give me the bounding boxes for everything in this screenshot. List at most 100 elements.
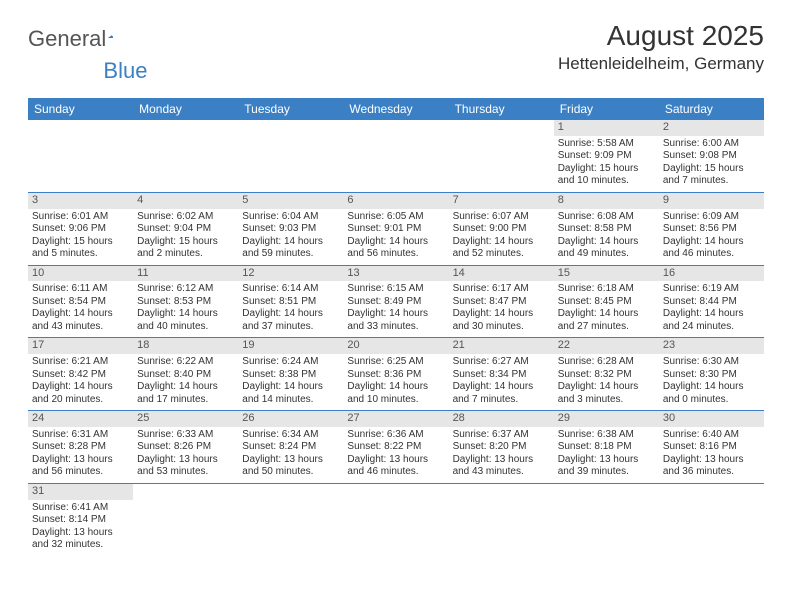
sunrise-text: Sunrise: 6:34 AM bbox=[242, 429, 339, 442]
daylight-text: Daylight: 13 hours and 50 minutes. bbox=[242, 454, 339, 479]
sunset-text: Sunset: 8:16 PM bbox=[663, 441, 760, 454]
calendar-cell: 30Sunrise: 6:40 AMSunset: 8:16 PMDayligh… bbox=[659, 411, 764, 484]
calendar-cell: 7Sunrise: 6:07 AMSunset: 9:00 PMDaylight… bbox=[449, 192, 554, 265]
sunset-text: Sunset: 9:00 PM bbox=[453, 223, 550, 236]
weekday-header: Saturday bbox=[659, 98, 764, 120]
calendar-cell: 17Sunrise: 6:21 AMSunset: 8:42 PMDayligh… bbox=[28, 338, 133, 411]
calendar-cell: 22Sunrise: 6:28 AMSunset: 8:32 PMDayligh… bbox=[554, 338, 659, 411]
calendar-cell: 10Sunrise: 6:11 AMSunset: 8:54 PMDayligh… bbox=[28, 265, 133, 338]
sunset-text: Sunset: 8:45 PM bbox=[558, 296, 655, 309]
calendar-cell: 1Sunrise: 5:58 AMSunset: 9:09 PMDaylight… bbox=[554, 120, 659, 192]
month-title: August 2025 bbox=[558, 20, 764, 52]
calendar-cell: 6Sunrise: 6:05 AMSunset: 9:01 PMDaylight… bbox=[343, 192, 448, 265]
sunset-text: Sunset: 9:08 PM bbox=[663, 150, 760, 163]
daylight-text: Daylight: 13 hours and 56 minutes. bbox=[32, 454, 129, 479]
sunrise-text: Sunrise: 6:31 AM bbox=[32, 429, 129, 442]
sunrise-text: Sunrise: 6:27 AM bbox=[453, 356, 550, 369]
calendar-cell: 3Sunrise: 6:01 AMSunset: 9:06 PMDaylight… bbox=[28, 192, 133, 265]
day-number: 8 bbox=[554, 193, 659, 209]
sunset-text: Sunset: 8:51 PM bbox=[242, 296, 339, 309]
calendar-row: 31Sunrise: 6:41 AMSunset: 8:14 PMDayligh… bbox=[28, 483, 764, 555]
day-number: 22 bbox=[554, 338, 659, 354]
calendar-cell: 8Sunrise: 6:08 AMSunset: 8:58 PMDaylight… bbox=[554, 192, 659, 265]
sunrise-text: Sunrise: 6:22 AM bbox=[137, 356, 234, 369]
daylight-text: Daylight: 13 hours and 32 minutes. bbox=[32, 527, 129, 552]
day-number: 4 bbox=[133, 193, 238, 209]
sunrise-text: Sunrise: 6:11 AM bbox=[32, 283, 129, 296]
calendar-cell: 28Sunrise: 6:37 AMSunset: 8:20 PMDayligh… bbox=[449, 411, 554, 484]
calendar-cell: 5Sunrise: 6:04 AMSunset: 9:03 PMDaylight… bbox=[238, 192, 343, 265]
daylight-text: Daylight: 14 hours and 59 minutes. bbox=[242, 236, 339, 261]
calendar-row: 17Sunrise: 6:21 AMSunset: 8:42 PMDayligh… bbox=[28, 338, 764, 411]
sunset-text: Sunset: 8:30 PM bbox=[663, 369, 760, 382]
calendar-row: 24Sunrise: 6:31 AMSunset: 8:28 PMDayligh… bbox=[28, 411, 764, 484]
daylight-text: Daylight: 15 hours and 7 minutes. bbox=[663, 163, 760, 188]
calendar-cell: 23Sunrise: 6:30 AMSunset: 8:30 PMDayligh… bbox=[659, 338, 764, 411]
daylight-text: Daylight: 14 hours and 3 minutes. bbox=[558, 381, 655, 406]
calendar-cell: 9Sunrise: 6:09 AMSunset: 8:56 PMDaylight… bbox=[659, 192, 764, 265]
daylight-text: Daylight: 14 hours and 7 minutes. bbox=[453, 381, 550, 406]
day-number: 30 bbox=[659, 411, 764, 427]
daylight-text: Daylight: 14 hours and 40 minutes. bbox=[137, 308, 234, 333]
daylight-text: Daylight: 14 hours and 30 minutes. bbox=[453, 308, 550, 333]
sunset-text: Sunset: 8:58 PM bbox=[558, 223, 655, 236]
sunrise-text: Sunrise: 6:38 AM bbox=[558, 429, 655, 442]
sunrise-text: Sunrise: 6:36 AM bbox=[347, 429, 444, 442]
sunset-text: Sunset: 8:28 PM bbox=[32, 441, 129, 454]
day-number: 27 bbox=[343, 411, 448, 427]
sunset-text: Sunset: 8:53 PM bbox=[137, 296, 234, 309]
sunrise-text: Sunrise: 6:04 AM bbox=[242, 211, 339, 224]
day-number: 9 bbox=[659, 193, 764, 209]
sunset-text: Sunset: 8:36 PM bbox=[347, 369, 444, 382]
calendar-cell: 4Sunrise: 6:02 AMSunset: 9:04 PMDaylight… bbox=[133, 192, 238, 265]
sunset-text: Sunset: 8:32 PM bbox=[558, 369, 655, 382]
calendar-cell bbox=[28, 120, 133, 192]
calendar-cell bbox=[343, 120, 448, 192]
daylight-text: Daylight: 14 hours and 56 minutes. bbox=[347, 236, 444, 261]
day-number: 7 bbox=[449, 193, 554, 209]
calendar-cell: 20Sunrise: 6:25 AMSunset: 8:36 PMDayligh… bbox=[343, 338, 448, 411]
daylight-text: Daylight: 13 hours and 46 minutes. bbox=[347, 454, 444, 479]
daylight-text: Daylight: 14 hours and 33 minutes. bbox=[347, 308, 444, 333]
sunrise-text: Sunrise: 6:40 AM bbox=[663, 429, 760, 442]
calendar-cell: 25Sunrise: 6:33 AMSunset: 8:26 PMDayligh… bbox=[133, 411, 238, 484]
sunrise-text: Sunrise: 6:25 AM bbox=[347, 356, 444, 369]
calendar-cell: 31Sunrise: 6:41 AMSunset: 8:14 PMDayligh… bbox=[28, 483, 133, 555]
calendar-cell: 2Sunrise: 6:00 AMSunset: 9:08 PMDaylight… bbox=[659, 120, 764, 192]
calendar-cell: 16Sunrise: 6:19 AMSunset: 8:44 PMDayligh… bbox=[659, 265, 764, 338]
sunrise-text: Sunrise: 6:24 AM bbox=[242, 356, 339, 369]
daylight-text: Daylight: 14 hours and 20 minutes. bbox=[32, 381, 129, 406]
weekday-header: Tuesday bbox=[238, 98, 343, 120]
brand-word2: Blue bbox=[103, 58, 147, 84]
sunset-text: Sunset: 8:38 PM bbox=[242, 369, 339, 382]
sunset-text: Sunset: 8:22 PM bbox=[347, 441, 444, 454]
sunset-text: Sunset: 8:49 PM bbox=[347, 296, 444, 309]
daylight-text: Daylight: 13 hours and 39 minutes. bbox=[558, 454, 655, 479]
daylight-text: Daylight: 14 hours and 52 minutes. bbox=[453, 236, 550, 261]
sunset-text: Sunset: 8:14 PM bbox=[32, 514, 129, 527]
calendar-cell: 12Sunrise: 6:14 AMSunset: 8:51 PMDayligh… bbox=[238, 265, 343, 338]
day-number: 21 bbox=[449, 338, 554, 354]
sunrise-text: Sunrise: 6:17 AM bbox=[453, 283, 550, 296]
calendar-row: 1Sunrise: 5:58 AMSunset: 9:09 PMDaylight… bbox=[28, 120, 764, 192]
sunrise-text: Sunrise: 5:58 AM bbox=[558, 138, 655, 151]
calendar-cell: 13Sunrise: 6:15 AMSunset: 8:49 PMDayligh… bbox=[343, 265, 448, 338]
weekday-header: Wednesday bbox=[343, 98, 448, 120]
calendar-cell bbox=[133, 120, 238, 192]
daylight-text: Daylight: 14 hours and 14 minutes. bbox=[242, 381, 339, 406]
sunset-text: Sunset: 8:47 PM bbox=[453, 296, 550, 309]
sunset-text: Sunset: 8:26 PM bbox=[137, 441, 234, 454]
daylight-text: Daylight: 14 hours and 43 minutes. bbox=[32, 308, 129, 333]
sunrise-text: Sunrise: 6:19 AM bbox=[663, 283, 760, 296]
daylight-text: Daylight: 14 hours and 37 minutes. bbox=[242, 308, 339, 333]
day-number: 23 bbox=[659, 338, 764, 354]
weekday-header: Friday bbox=[554, 98, 659, 120]
sunset-text: Sunset: 9:04 PM bbox=[137, 223, 234, 236]
calendar-cell bbox=[554, 483, 659, 555]
calendar-cell bbox=[238, 120, 343, 192]
calendar-cell: 26Sunrise: 6:34 AMSunset: 8:24 PMDayligh… bbox=[238, 411, 343, 484]
sunset-text: Sunset: 9:01 PM bbox=[347, 223, 444, 236]
daylight-text: Daylight: 14 hours and 17 minutes. bbox=[137, 381, 234, 406]
flag-icon bbox=[108, 28, 113, 46]
daylight-text: Daylight: 14 hours and 49 minutes. bbox=[558, 236, 655, 261]
